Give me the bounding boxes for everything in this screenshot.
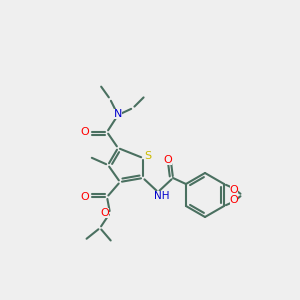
Text: O: O [81,192,89,202]
Text: O: O [230,185,239,195]
Text: NH: NH [154,191,170,201]
Text: O: O [100,208,109,218]
Text: O: O [81,127,89,137]
Text: O: O [230,195,239,205]
Text: O: O [164,155,172,165]
Text: S: S [144,151,152,161]
Text: N: N [114,109,122,119]
